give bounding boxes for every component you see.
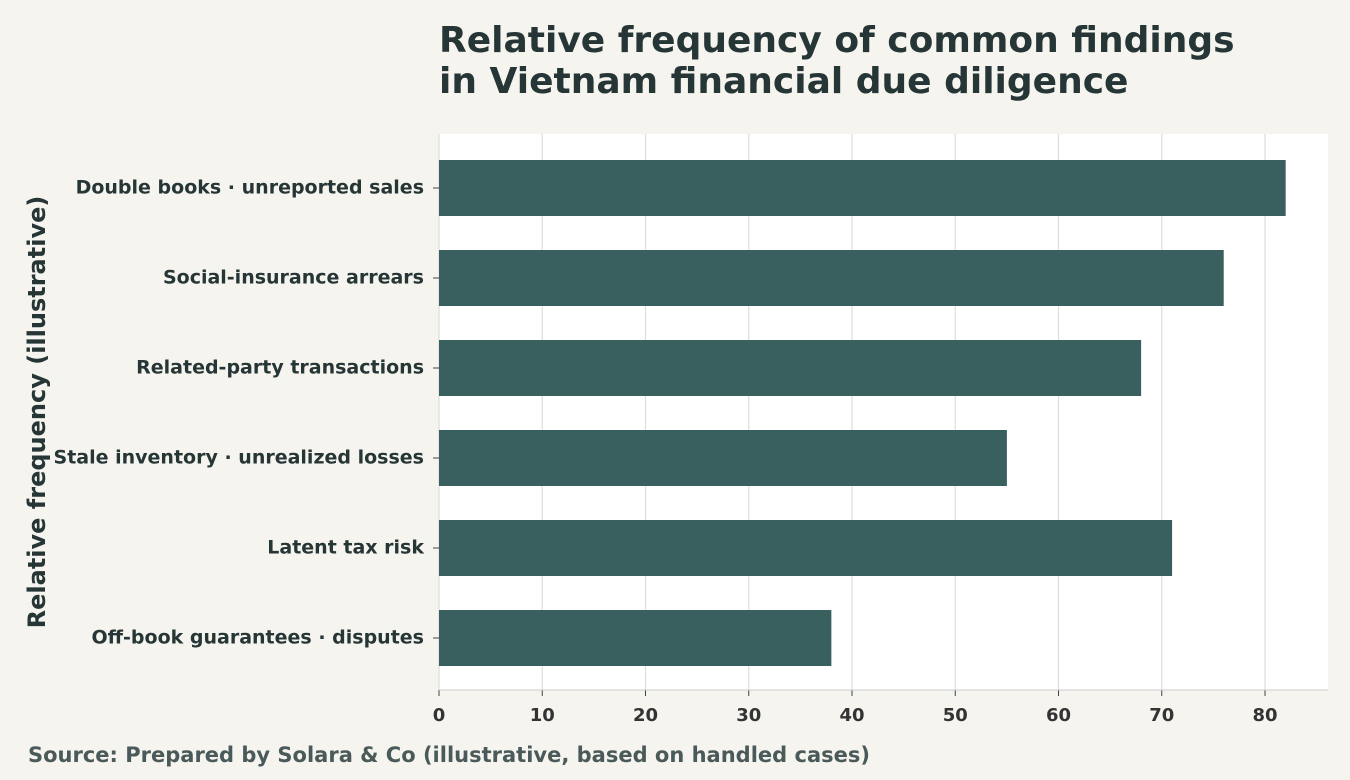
x-tick-label: 70	[1149, 705, 1174, 726]
bar	[439, 250, 1224, 306]
bar	[439, 340, 1142, 396]
x-tick-label: 10	[530, 705, 555, 726]
y-tick-label: Latent tax risk	[267, 537, 424, 559]
x-tick-label: 80	[1252, 705, 1277, 726]
x-tick-label: 60	[1046, 705, 1071, 726]
x-tick-label: 40	[839, 705, 864, 726]
plot-area	[439, 134, 1328, 690]
y-tick-label: Social-insurance arrears	[163, 267, 424, 289]
x-tick-label: 0	[433, 705, 446, 726]
x-tick-label: 20	[633, 705, 658, 726]
bar	[439, 520, 1173, 576]
y-axis-label: Relative frequency (illustrative)	[23, 196, 51, 629]
bar	[439, 610, 832, 666]
y-tick-label: Stale inventory · unrealized losses	[54, 447, 424, 469]
x-tick-label: 30	[736, 705, 761, 726]
x-tick-label: 50	[943, 705, 968, 726]
y-tick-label: Related-party transactions	[136, 357, 424, 379]
y-tick-label: Off-book guarantees · disputes	[92, 627, 425, 649]
chart-title: Relative frequency of common findings in…	[439, 20, 1235, 102]
bar	[439, 430, 1007, 486]
y-tick-label: Double books · unreported sales	[76, 177, 424, 199]
source: Source: Prepared by Solara & Co (illustr…	[28, 743, 870, 767]
bar	[439, 160, 1286, 216]
